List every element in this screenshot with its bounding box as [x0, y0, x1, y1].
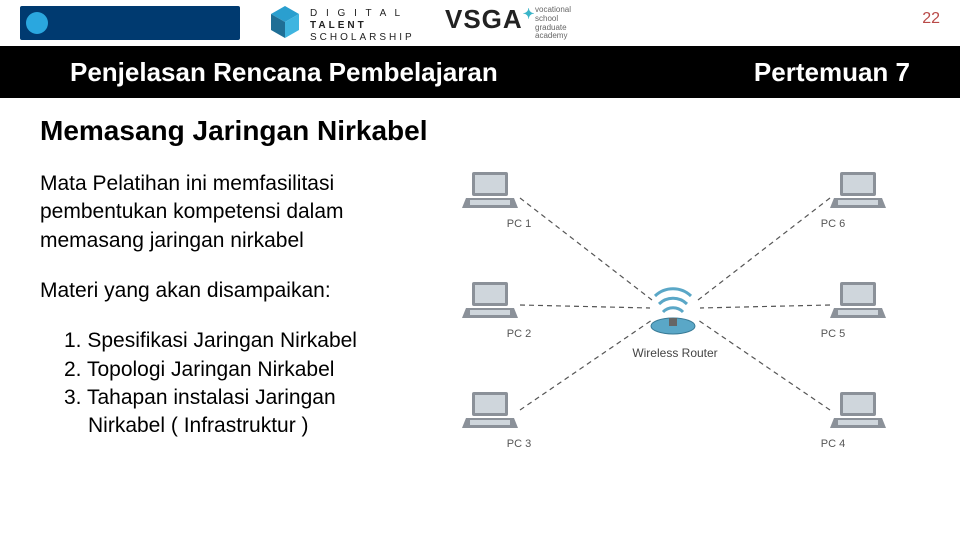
dts-line1: D I G I T A L — [310, 8, 403, 19]
laptop-icon — [462, 390, 518, 432]
vsga-subtitle: vocational school graduate academy — [535, 6, 571, 41]
laptop-icon — [830, 280, 886, 322]
wireless-router-icon — [645, 280, 701, 336]
list-intro: Materi yang akan disampaikan: — [40, 277, 400, 305]
dts-cube-icon — [265, 2, 305, 42]
laptop-icon — [830, 170, 886, 212]
laptop-icon — [830, 390, 886, 432]
topic-item: 2. Topologi Jaringan Nirkabel — [64, 356, 400, 384]
topic-list: 1. Spesifikasi Jaringan Nirkabel 2. Topo… — [40, 327, 400, 440]
pc-label: PC 3 — [504, 438, 534, 450]
pc-label: PC 2 — [504, 328, 534, 340]
laptop-icon — [462, 170, 518, 212]
router-label: Wireless Router — [625, 346, 725, 360]
pc-label: PC 1 — [504, 218, 534, 230]
network-diagram: Wireless Router PC 1 PC 2 PC 3 PC 6 PC 5… — [440, 170, 910, 450]
section-bar: Penjelasan Rencana Pembelajaran Pertemua… — [0, 46, 960, 98]
logo-strip: D I G I T A L TALENT SCHOLARSHIP VSGA✦ v… — [0, 0, 960, 46]
laptop-icon — [462, 280, 518, 322]
meeting-label: Pertemuan 7 — [754, 57, 910, 88]
dts-text: D I G I T A L TALENT SCHOLARSHIP — [310, 8, 415, 44]
pc-label: PC 5 — [818, 328, 848, 340]
section-title: Penjelasan Rencana Pembelajaran — [70, 57, 498, 88]
dts-line2: TALENT — [310, 20, 367, 31]
dts-line3: SCHOLARSHIP — [310, 32, 415, 43]
page-number: 22 — [922, 10, 940, 28]
body-text: Mata Pelatihan ini memfasilitasi pembent… — [40, 170, 400, 441]
intro-paragraph: Mata Pelatihan ini memfasilitasi pembent… — [40, 170, 400, 255]
kominfo-logo — [20, 6, 240, 40]
pc-label: PC 4 — [818, 438, 848, 450]
vsga-logo: VSGA✦ — [445, 4, 535, 35]
topic-item: 1. Spesifikasi Jaringan Nirkabel — [64, 327, 400, 355]
topic-item: 3. Tahapan instalasi Jaringan Nirkabel (… — [64, 384, 400, 441]
pc-label: PC 6 — [818, 218, 848, 230]
topic-heading: Memasang Jaringan Nirkabel — [40, 115, 427, 147]
